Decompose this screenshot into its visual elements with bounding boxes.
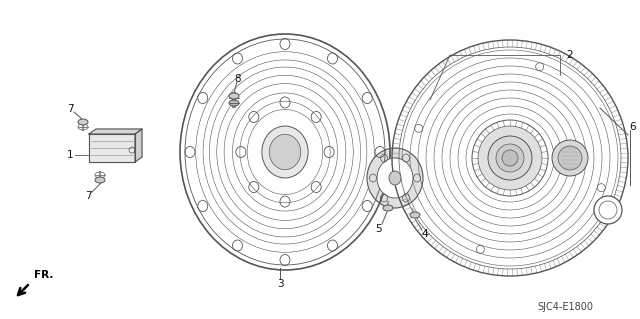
Circle shape	[552, 140, 588, 176]
Text: 8: 8	[235, 74, 241, 84]
Text: 1: 1	[67, 150, 74, 160]
Polygon shape	[135, 129, 142, 162]
Circle shape	[502, 150, 518, 166]
Ellipse shape	[410, 212, 420, 218]
Circle shape	[478, 126, 542, 190]
Polygon shape	[89, 134, 135, 162]
Ellipse shape	[367, 148, 423, 208]
Ellipse shape	[389, 171, 401, 185]
Ellipse shape	[180, 34, 390, 270]
Ellipse shape	[377, 158, 413, 198]
Text: 7: 7	[67, 104, 74, 114]
Circle shape	[496, 144, 524, 172]
Ellipse shape	[262, 126, 308, 178]
Circle shape	[558, 146, 582, 170]
Circle shape	[488, 136, 532, 180]
Text: 4: 4	[422, 229, 428, 239]
Ellipse shape	[95, 177, 105, 183]
Ellipse shape	[269, 134, 301, 170]
Text: 2: 2	[566, 50, 573, 60]
Ellipse shape	[229, 93, 239, 99]
Ellipse shape	[383, 205, 393, 211]
Circle shape	[392, 40, 628, 276]
Ellipse shape	[78, 119, 88, 125]
Text: 5: 5	[376, 224, 382, 234]
Text: FR.: FR.	[34, 270, 53, 280]
Text: SJC4-E1800: SJC4-E1800	[537, 302, 593, 312]
Circle shape	[594, 196, 622, 224]
Text: 7: 7	[84, 191, 92, 201]
Polygon shape	[89, 129, 142, 134]
Text: 3: 3	[276, 279, 284, 289]
Ellipse shape	[229, 100, 239, 106]
Text: 6: 6	[630, 122, 636, 132]
